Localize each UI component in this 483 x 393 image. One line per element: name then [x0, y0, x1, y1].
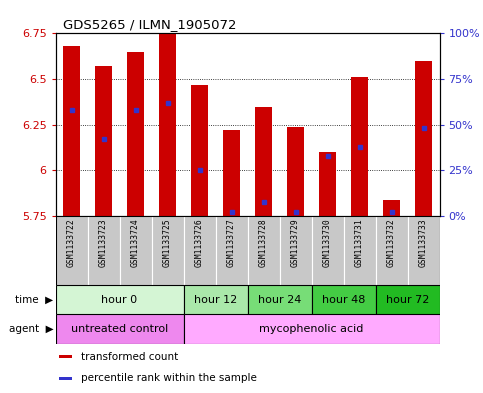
Bar — [312, 285, 376, 314]
Text: percentile rank within the sample: percentile rank within the sample — [81, 373, 256, 383]
Text: GSM1133724: GSM1133724 — [131, 218, 140, 267]
Bar — [127, 51, 144, 216]
Bar — [248, 216, 280, 285]
Text: hour 24: hour 24 — [258, 295, 301, 305]
Bar — [319, 152, 336, 216]
Bar — [63, 46, 80, 216]
Text: GSM1133731: GSM1133731 — [355, 218, 364, 267]
Text: GSM1133723: GSM1133723 — [99, 218, 108, 267]
Text: GSM1133725: GSM1133725 — [163, 218, 172, 267]
Text: GSM1133727: GSM1133727 — [227, 218, 236, 267]
Bar — [415, 61, 432, 216]
Bar — [343, 216, 376, 285]
Bar — [408, 216, 440, 285]
Bar — [56, 216, 87, 285]
Bar — [59, 377, 72, 380]
Bar — [287, 127, 304, 216]
Bar — [248, 285, 312, 314]
Bar — [120, 216, 152, 285]
Bar — [87, 216, 120, 285]
Text: hour 0: hour 0 — [101, 295, 138, 305]
Bar — [351, 77, 369, 216]
Bar — [312, 216, 343, 285]
Text: GSM1133729: GSM1133729 — [291, 218, 300, 267]
Text: hour 12: hour 12 — [194, 295, 237, 305]
Text: GDS5265 / ILMN_1905072: GDS5265 / ILMN_1905072 — [63, 18, 237, 31]
Bar — [223, 130, 241, 216]
Bar — [59, 355, 72, 358]
Text: GSM1133728: GSM1133728 — [259, 218, 268, 267]
Bar — [56, 314, 184, 344]
Text: GSM1133722: GSM1133722 — [67, 218, 76, 267]
Text: GSM1133732: GSM1133732 — [387, 218, 396, 267]
Text: hour 48: hour 48 — [322, 295, 365, 305]
Text: GSM1133726: GSM1133726 — [195, 218, 204, 267]
Bar — [255, 107, 272, 216]
Text: mycophenolic acid: mycophenolic acid — [259, 324, 364, 334]
Text: hour 72: hour 72 — [386, 295, 429, 305]
Bar — [376, 285, 440, 314]
Bar — [215, 216, 248, 285]
Bar — [383, 200, 400, 216]
Bar — [95, 66, 113, 216]
Bar — [191, 84, 208, 216]
Bar — [280, 216, 312, 285]
Text: GSM1133733: GSM1133733 — [419, 218, 428, 267]
Bar — [56, 285, 184, 314]
Text: untreated control: untreated control — [71, 324, 168, 334]
Bar — [184, 285, 248, 314]
Bar — [376, 216, 408, 285]
Text: transformed count: transformed count — [81, 351, 178, 362]
Text: time  ▶: time ▶ — [15, 295, 53, 305]
Bar — [184, 216, 215, 285]
Bar — [159, 33, 176, 216]
Bar — [184, 314, 440, 344]
Bar — [152, 216, 184, 285]
Text: agent  ▶: agent ▶ — [9, 324, 53, 334]
Text: GSM1133730: GSM1133730 — [323, 218, 332, 267]
